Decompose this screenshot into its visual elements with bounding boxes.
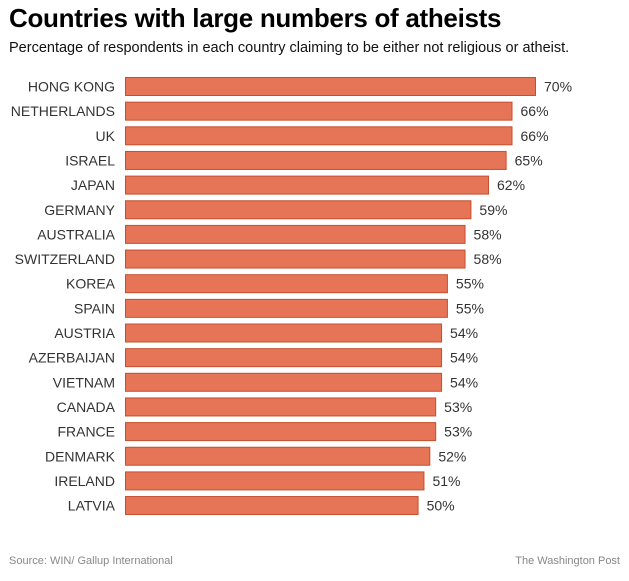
value-label: 54% <box>450 325 478 341</box>
category-label: JAPAN <box>71 177 115 193</box>
value-label: 54% <box>450 374 478 390</box>
value-label: 53% <box>444 399 472 415</box>
category-label: AUSTRIA <box>54 325 115 341</box>
bar <box>125 348 443 368</box>
bar <box>125 496 419 516</box>
bar <box>125 422 437 442</box>
value-label: 55% <box>456 300 484 316</box>
chart-title: Countries with large numbers of atheists <box>9 3 502 33</box>
category-label: CANADA <box>57 399 116 415</box>
category-label: GERMANY <box>44 202 115 218</box>
value-label: 59% <box>479 202 507 218</box>
bar <box>125 224 466 244</box>
category-label: ISRAEL <box>65 152 115 168</box>
bar <box>125 175 490 195</box>
source-note: Source: WIN/ Gallup International <box>9 555 173 567</box>
bar <box>125 150 507 170</box>
bar <box>125 249 466 269</box>
bar <box>125 274 448 294</box>
category-label: AZERBAIJAN <box>29 350 115 366</box>
value-label: 53% <box>444 424 472 440</box>
value-label: 55% <box>456 276 484 292</box>
credit-note: The Washington Post <box>515 555 620 567</box>
bar <box>125 200 472 220</box>
bar <box>125 126 513 146</box>
value-label: 52% <box>438 448 466 464</box>
bar <box>125 323 443 343</box>
value-label: 70% <box>544 79 572 95</box>
category-label: LATVIA <box>68 498 116 514</box>
category-label: SWITZERLAND <box>15 251 115 267</box>
category-label: SPAIN <box>74 300 115 316</box>
bar <box>125 101 513 121</box>
category-label: AUSTRALIA <box>37 226 115 242</box>
category-label: IRELAND <box>54 473 115 489</box>
chart-subtitle: Percentage of respondents in each countr… <box>9 40 570 56</box>
bar <box>125 77 536 96</box>
bar <box>125 446 431 466</box>
category-label: VIETNAM <box>53 374 115 390</box>
category-label: UK <box>96 128 116 144</box>
category-label: DENMARK <box>45 448 116 464</box>
value-label: 50% <box>427 498 455 514</box>
value-label: 66% <box>521 103 549 119</box>
category-label: HONG KONG <box>28 79 115 95</box>
bar <box>125 397 437 417</box>
value-label: 58% <box>474 226 502 242</box>
bar <box>125 298 448 318</box>
category-label: KOREA <box>66 276 116 292</box>
category-label: FRANCE <box>57 424 115 440</box>
value-label: 66% <box>521 128 549 144</box>
value-label: 58% <box>474 251 502 267</box>
value-label: 62% <box>497 177 525 193</box>
category-label: NETHERLANDS <box>11 103 115 119</box>
value-label: 54% <box>450 350 478 366</box>
bar <box>125 471 425 491</box>
value-label: 51% <box>432 473 460 489</box>
value-label: 65% <box>515 152 543 168</box>
bar <box>125 372 443 392</box>
